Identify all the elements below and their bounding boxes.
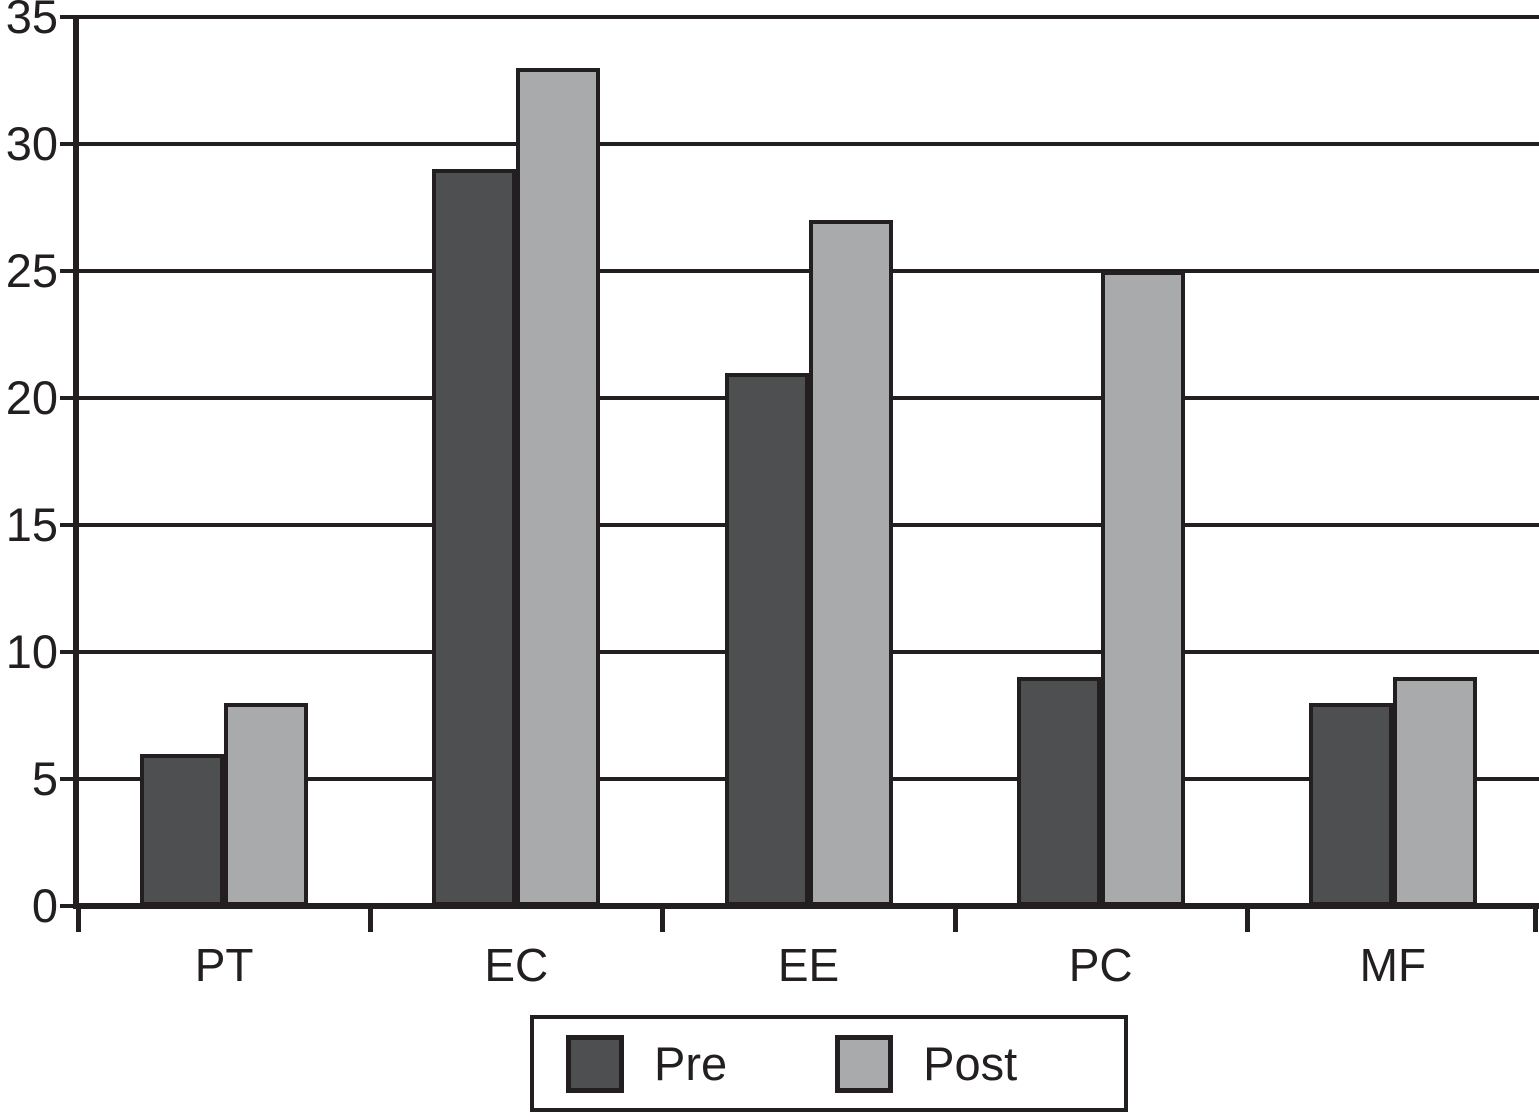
x-axis-label-mf: MF [1359,939,1427,991]
bar-pre-pt [140,753,225,906]
bar-pre-pc [1016,677,1101,906]
gridline-y-30 [76,142,1539,146]
x-axis [73,903,1539,909]
x-axis-label-ec: EC [484,939,549,991]
legend-label-post: Post [923,1036,1018,1090]
y-axis-label-30: 30 [5,117,58,170]
legend-swatch-post [835,1034,894,1093]
y-axis-tick-15 [60,523,80,527]
legend: Pre Post [530,1015,1128,1112]
y-axis-label-15: 15 [5,498,58,551]
x-axis-label-ee: EE [777,939,840,991]
x-axis-tick-5 [1533,906,1538,932]
legend-label-pre: Pre [654,1036,728,1090]
y-axis-label-10: 10 [5,625,58,678]
bar-post-pc [1100,271,1185,906]
gridline-y-25 [76,269,1539,273]
x-axis-label-pc: PC [1068,939,1133,991]
x-axis-tick-1 [368,906,374,932]
x-axis-tick-2 [660,906,666,932]
y-axis-label-0: 0 [31,879,58,932]
bar-post-ec [516,67,601,906]
y-axis-tick-5 [60,777,80,781]
x-axis-tick-4 [1244,906,1250,932]
y-axis-label-5: 5 [31,752,58,805]
y-axis-tick-20 [60,396,80,400]
bar-post-pt [224,702,309,906]
y-axis-tick-10 [60,650,80,654]
y-axis-label-25: 25 [5,244,58,297]
y-axis-tick-35 [60,15,80,19]
bar-pre-mf [1308,702,1393,906]
x-axis-label-pt: PT [194,939,254,991]
bar-pre-ec [432,169,517,906]
y-axis-label-35: 35 [5,0,58,43]
y-axis-tick-30 [60,142,80,146]
gridline-y-35 [76,15,1539,19]
y-axis [73,15,79,909]
y-axis-tick-25 [60,269,80,273]
bar-post-mf [1392,677,1477,906]
bar-post-ee [808,220,893,906]
y-axis-tick-0 [60,904,80,908]
y-axis-label-20: 20 [5,371,58,424]
x-axis-tick-3 [952,906,958,932]
legend-swatch-pre [566,1034,624,1093]
x-axis-tick-0 [76,906,81,932]
bar-pre-ee [724,372,809,906]
